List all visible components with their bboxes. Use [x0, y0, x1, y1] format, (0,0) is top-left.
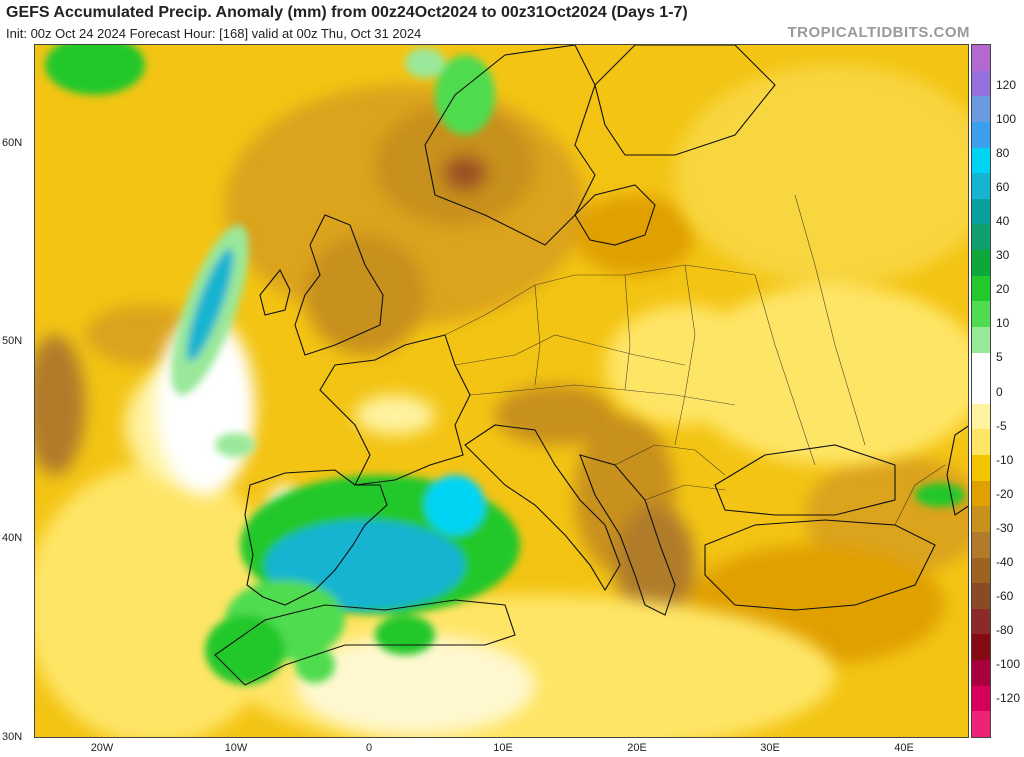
colorbar-segment: [972, 70, 990, 97]
colorbar-label: 0: [996, 384, 1003, 399]
colorbar-label: 20: [996, 282, 1010, 297]
colorbar-label: 120: [996, 78, 1017, 92]
colorbar-label: 100: [996, 112, 1017, 127]
colorbar-label: -100: [996, 656, 1021, 671]
colorbar: [971, 44, 991, 738]
colorbar-label: -10: [996, 452, 1014, 467]
colorbar-segment: [972, 378, 990, 404]
colorbar-segment: [972, 147, 990, 174]
colorbar-segment: [972, 429, 990, 455]
colorbar-segment: [972, 583, 990, 609]
brand-watermark: TROPICALTIDBITS.COM: [787, 24, 970, 41]
colorbar-segment: [972, 608, 990, 635]
colorbar-segment: [972, 480, 990, 507]
colorbar-label: 5: [996, 350, 1003, 365]
lon-label-30e: 30E: [760, 742, 780, 754]
colorbar-segment: [972, 121, 990, 148]
colorbar-segment: [972, 403, 990, 430]
map-title: GEFS Accumulated Precip. Anomaly (mm) fr…: [6, 4, 688, 21]
colorbar-segment: [972, 275, 990, 302]
colorbar-segment: [972, 685, 990, 712]
colorbar-label: 60: [996, 180, 1010, 195]
lat-label-60n: 60N: [2, 137, 23, 149]
colorbar-label: 40: [996, 214, 1010, 229]
colorbar-label: -5: [996, 418, 1007, 433]
colorbar-segment: [972, 173, 990, 199]
colorbar-label: -20: [996, 486, 1014, 501]
colorbar-segment: [972, 224, 990, 250]
colorbar-segment: [972, 634, 990, 660]
map-subtitle: Init: 00z Oct 24 2024 Forecast Hour: [16…: [6, 26, 422, 41]
colorbar-segment: [972, 301, 990, 327]
lat-label-40n: 40N: [2, 532, 23, 544]
lon-label-10w: 10W: [224, 742, 248, 754]
colorbar-label: -120: [996, 691, 1021, 705]
colorbar-segment: [972, 45, 990, 71]
colorbar-segment: [972, 352, 990, 379]
colorbar-segment: [972, 96, 990, 122]
colorbar-label: -30: [996, 520, 1014, 535]
colorbar-label: -80: [996, 622, 1014, 637]
colorbar-segment: [972, 455, 990, 481]
colorbar-segment: [972, 250, 990, 276]
lon-label-40e: 40E: [894, 742, 914, 754]
lon-label-10e: 10E: [493, 742, 513, 754]
colorbar-segment: [972, 557, 990, 584]
colorbar-label: 80: [996, 146, 1010, 161]
country-borders: [444, 194, 946, 526]
wet-anomaly-areas: [45, 45, 965, 685]
colorbar-label: -40: [996, 554, 1014, 569]
colorbar-label: 10: [996, 316, 1010, 331]
colorbar-segment: [972, 660, 990, 686]
colorbar-segment: [972, 326, 990, 353]
lon-label-0: 0: [365, 742, 373, 754]
precip-anomaly-map: [34, 44, 969, 738]
lon-label-20w: 20W: [90, 742, 114, 754]
colorbar-segment: [972, 198, 990, 225]
lat-label-30n: 30N: [2, 731, 23, 743]
colorbar-label: -60: [996, 588, 1014, 603]
colorbar-label: 30: [996, 248, 1010, 263]
lat-label-50n: 50N: [2, 335, 23, 347]
colorbar-segment: [972, 531, 990, 558]
colorbar-segment: [972, 711, 990, 737]
lon-label-20e: 20E: [627, 742, 647, 754]
colorbar-segment: [972, 506, 990, 532]
